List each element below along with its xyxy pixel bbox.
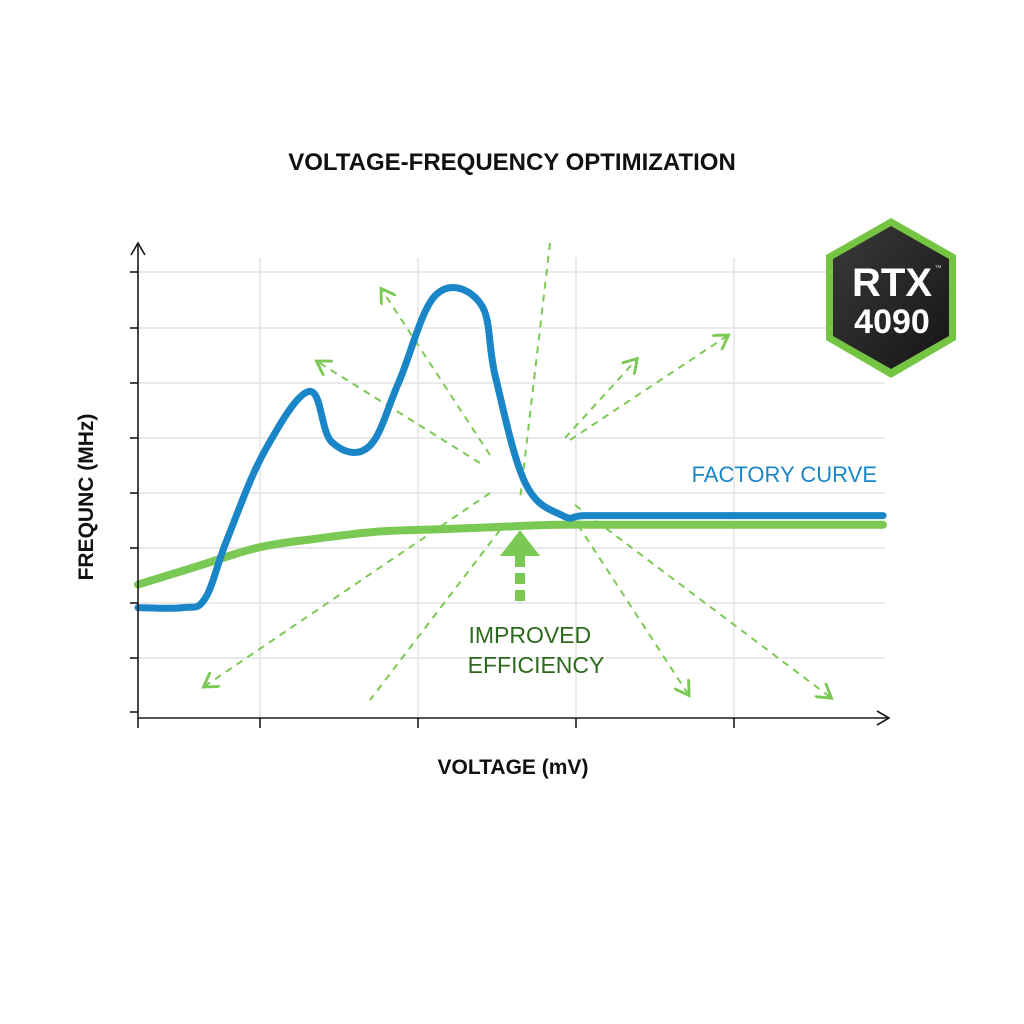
rtx-badge: RTX 4090 ™ — [826, 218, 956, 378]
ray-arrow — [564, 360, 636, 439]
ray-arrow — [205, 492, 491, 686]
rtx-badge-face — [833, 226, 949, 369]
improved-arrow — [500, 530, 540, 601]
x-axis-arrow — [876, 710, 891, 726]
x-axis-label: VOLTAGE (mV) — [438, 756, 589, 779]
rtx-badge-tm: ™ — [935, 265, 942, 272]
ray-line — [519, 242, 551, 501]
factory-curve-label: FACTORY CURVE — [692, 462, 877, 487]
improved-arrow-head — [500, 530, 540, 556]
ray-line — [369, 529, 501, 701]
y-axis-label: FREQUNC (MHz) — [75, 414, 98, 581]
ray-arrow — [574, 504, 830, 697]
axes — [130, 241, 891, 728]
factory-curve-line — [134, 284, 887, 612]
rtx-badge-line2: 4090 — [854, 303, 930, 341]
efficiency-rays — [205, 242, 830, 701]
ray-arrow — [382, 290, 491, 456]
optimized-curve-line — [134, 520, 887, 589]
improved-efficiency-label: IMPROVED EFFICIENCY — [468, 622, 605, 678]
y-axis-arrow — [130, 241, 146, 256]
chart-title: VOLTAGE-FREQUENCY OPTIMIZATION — [288, 149, 736, 176]
rtx-badge-line1: RTX — [852, 261, 932, 305]
ray-arrow — [318, 362, 481, 464]
ray-arrow — [569, 336, 727, 441]
